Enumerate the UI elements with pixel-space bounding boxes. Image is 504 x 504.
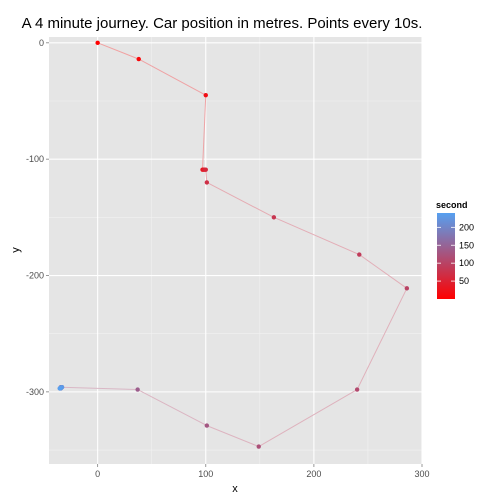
data-point xyxy=(95,40,100,46)
path-segment xyxy=(137,389,208,427)
data-point xyxy=(354,387,360,392)
x-tick-label: 300 xyxy=(414,469,429,479)
path-segment xyxy=(97,42,139,60)
legend-colorbar xyxy=(437,213,455,299)
x-tick-label: 200 xyxy=(306,469,321,479)
data-point xyxy=(135,387,140,392)
plot-panel xyxy=(49,37,422,464)
legend-tick-label: 50 xyxy=(459,276,469,286)
data-point xyxy=(256,444,261,449)
legend-title: second xyxy=(436,200,468,210)
legend-tick-label: 150 xyxy=(459,240,474,250)
x-tick-label: 100 xyxy=(198,469,213,479)
path-segment xyxy=(359,254,408,289)
y-tick-label: -200 xyxy=(26,271,44,281)
y-tick-label: -300 xyxy=(26,387,44,397)
y-axis-label: y xyxy=(10,247,22,253)
x-tick-label: 0 xyxy=(95,469,100,479)
data-point xyxy=(357,252,362,257)
data-point xyxy=(404,286,410,291)
legend-ticks: 50 100 150 200 xyxy=(437,222,474,286)
chart-title: A 4 minute journey. Car position in metr… xyxy=(22,15,423,32)
path-segment xyxy=(60,386,138,391)
path-segment xyxy=(206,425,259,448)
y-tick-label: -100 xyxy=(26,154,44,164)
path-segment xyxy=(356,288,408,390)
data-point xyxy=(271,215,277,220)
path-segment xyxy=(138,58,207,96)
y-axis-ticks: 0 -100 -200 -300 xyxy=(26,38,49,397)
data-point xyxy=(136,56,141,62)
path-segment xyxy=(273,216,360,256)
legend-tick-label: 100 xyxy=(459,258,474,268)
data-point xyxy=(203,167,208,172)
data-point xyxy=(204,423,210,428)
legend-tick-label: 200 xyxy=(459,222,474,232)
data-point xyxy=(57,386,63,391)
data-point xyxy=(203,92,208,98)
x-axis-ticks: 0 100 200 300 xyxy=(95,464,430,479)
color-legend: second 50 100 150 200 xyxy=(436,200,474,299)
data-point xyxy=(204,180,210,185)
x-axis-label: x xyxy=(232,483,238,495)
path-segment xyxy=(206,181,275,218)
path-segment xyxy=(258,389,358,447)
journey-points xyxy=(57,40,410,449)
grid-lines xyxy=(49,37,423,464)
path-segment xyxy=(202,95,207,170)
y-tick-label: 0 xyxy=(39,38,44,48)
